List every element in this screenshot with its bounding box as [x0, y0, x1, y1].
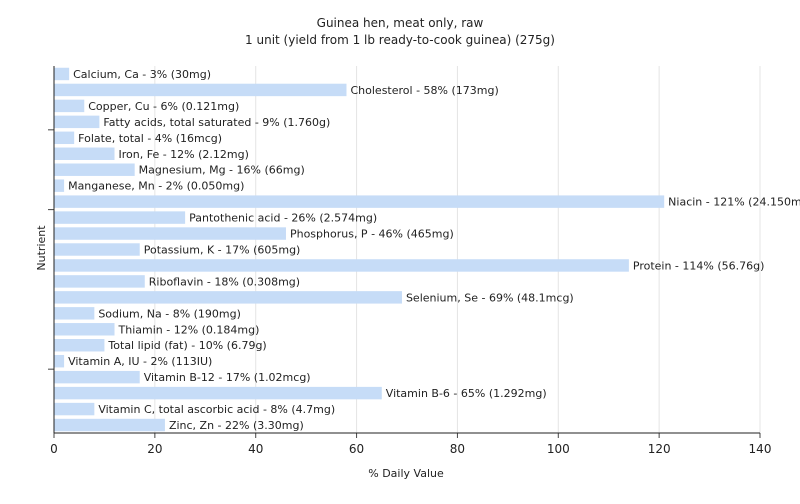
- data-label: Folate, total - 4% (16mcg): [78, 132, 222, 145]
- data-label: Zinc, Zn - 22% (3.30mg): [169, 419, 304, 432]
- data-label: Potassium, K - 17% (605mg): [144, 244, 301, 257]
- bar: [54, 339, 105, 352]
- x-tick-label: 120: [648, 442, 671, 456]
- y-axis-label: Nutrient: [35, 225, 48, 271]
- bar: [54, 67, 70, 81]
- bar: [54, 147, 115, 160]
- bar: [54, 227, 286, 240]
- x-tick-label: 140: [749, 442, 772, 456]
- bar: [54, 259, 629, 272]
- chart-title: Guinea hen, meat only, raw: [317, 16, 484, 30]
- bar: [54, 131, 75, 145]
- bar: [54, 163, 135, 176]
- data-label: Vitamin A, IU - 2% (113IU): [68, 355, 212, 368]
- data-label: Manganese, Mn - 2% (0.050mg): [68, 180, 244, 193]
- data-label: Selenium, Se - 69% (48.1mcg): [406, 291, 574, 304]
- chart-subtitle: 1 unit (yield from 1 lb ready-to-cook gu…: [245, 33, 555, 47]
- data-label: Fatty acids, total saturated - 9% (1.760…: [103, 116, 330, 129]
- data-label: Sodium, Na - 8% (190mg): [98, 307, 241, 320]
- bar: [54, 354, 65, 368]
- bar: [54, 307, 95, 320]
- x-tick-label: 80: [450, 442, 465, 456]
- bar: [54, 291, 402, 304]
- data-label: Pantothenic acid - 26% (2.574mg): [189, 212, 377, 225]
- data-label: Iron, Fe - 12% (2.12mg): [119, 148, 249, 161]
- bar: [54, 243, 140, 256]
- x-axis-label: % Daily Value: [368, 467, 444, 480]
- bar: [54, 83, 347, 97]
- data-label: Calcium, Ca - 3% (30mg): [73, 68, 211, 81]
- plot-area: 0 20 40 60 80 100 120 140 Calcium, Ca - 3% (30mg…: [48, 66, 800, 456]
- data-label: Vitamin B-12 - 17% (1.02mcg): [144, 371, 311, 384]
- data-label: Cholesterol - 58% (173mg): [350, 84, 498, 97]
- bar: [54, 275, 145, 288]
- x-tick-label: 40: [248, 442, 263, 456]
- data-label: Magnesium, Mg - 16% (66mg): [139, 164, 305, 177]
- data-label: Vitamin B-6 - 65% (1.292mg): [386, 387, 547, 400]
- bar: [54, 386, 382, 400]
- x-tick-label: 100: [547, 442, 570, 456]
- data-label: Protein - 114% (56.76g): [633, 259, 765, 272]
- bar: [54, 115, 100, 129]
- bar: [54, 370, 140, 384]
- data-label: Vitamin C, total ascorbic acid - 8% (4.7…: [98, 403, 335, 416]
- bar: [54, 402, 95, 416]
- bar: [54, 323, 115, 336]
- data-label: Total lipid (fat) - 10% (6.79g): [107, 339, 266, 352]
- x-tick-label: 60: [349, 442, 364, 456]
- bar: [54, 211, 186, 224]
- data-label: Copper, Cu - 6% (0.121mg): [88, 100, 239, 113]
- data-label: Niacin - 121% (24.150mg): [668, 196, 800, 209]
- bar: [54, 99, 85, 113]
- x-tick-label: 20: [147, 442, 162, 456]
- x-tick-label: 0: [50, 442, 58, 456]
- data-label: Thiamin - 12% (0.184mg): [118, 323, 260, 336]
- data-label: Phosphorus, P - 46% (465mg): [290, 228, 454, 241]
- bar: [54, 418, 165, 432]
- bar: [54, 179, 65, 192]
- plot-background: [54, 66, 760, 433]
- bar: [54, 195, 665, 208]
- data-label: Riboflavin - 18% (0.308mg): [149, 275, 300, 288]
